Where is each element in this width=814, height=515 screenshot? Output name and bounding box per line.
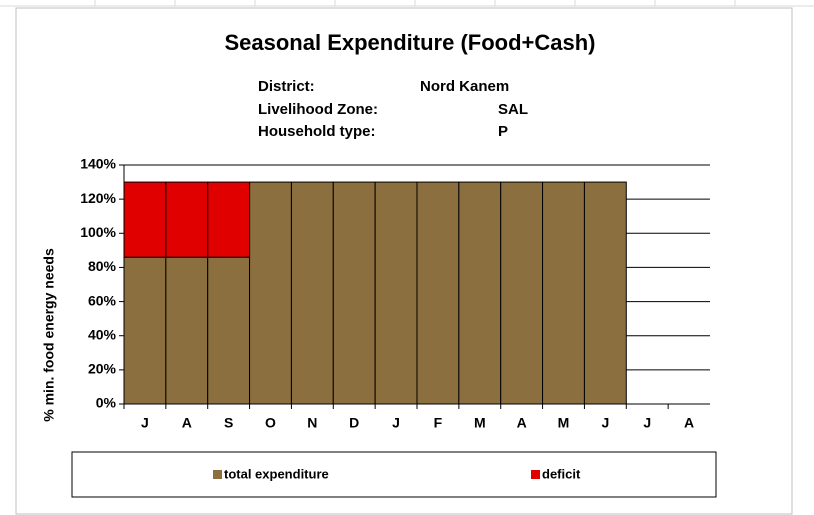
bar	[542, 181, 585, 405]
x-tick-label: F	[434, 415, 443, 431]
x-tick-label: J	[141, 415, 149, 431]
x-tick-label: O	[265, 415, 276, 431]
legend-label: deficit	[542, 466, 581, 481]
y-tick-label: 100%	[80, 224, 116, 240]
x-tick-label: D	[349, 415, 359, 431]
x-tick-label: J	[601, 415, 609, 431]
bar	[207, 256, 251, 405]
bar	[374, 181, 418, 405]
y-tick-label: 20%	[88, 361, 117, 377]
y-tick-label: 0%	[96, 395, 117, 411]
bar	[249, 181, 292, 405]
bar	[500, 181, 544, 405]
y-tick-label: 40%	[88, 326, 117, 342]
subtitle-label: Livelihood Zone:	[258, 101, 378, 118]
bar	[165, 181, 209, 258]
bar	[165, 256, 209, 405]
legend	[71, 451, 717, 498]
x-tick-label: N	[307, 415, 317, 431]
x-tick-label: A	[182, 415, 192, 431]
subtitle-label: District:	[258, 78, 315, 95]
subtitle-value: Nord Kanem	[420, 78, 509, 95]
x-tick-label: M	[558, 415, 570, 431]
x-tick-label: A	[684, 415, 694, 431]
x-tick-label: J	[643, 415, 651, 431]
bar	[458, 181, 502, 405]
subtitle-value: P	[498, 123, 508, 140]
subtitle-value: SAL	[498, 101, 528, 118]
bar	[290, 181, 334, 405]
legend-swatch	[213, 470, 222, 479]
y-tick-label: 120%	[80, 190, 116, 206]
x-tick-label: J	[392, 415, 400, 431]
y-tick-label: 60%	[88, 292, 117, 308]
bar	[207, 181, 251, 258]
x-tick-label: S	[224, 415, 233, 431]
bar	[416, 181, 460, 405]
legend-swatch	[531, 470, 540, 479]
subtitle-label: Household type:	[258, 123, 376, 140]
y-axis-label: % min. food energy needs	[41, 248, 57, 422]
bar	[123, 181, 167, 258]
y-tick-label: 140%	[80, 156, 116, 172]
sheet-grid	[0, 0, 814, 7]
chart-title: Seasonal Expenditure (Food+Cash)	[224, 30, 595, 55]
bar	[332, 181, 376, 405]
bar	[123, 256, 167, 405]
y-tick-label: 80%	[88, 258, 117, 274]
bar	[583, 181, 627, 405]
x-tick-label: A	[517, 415, 527, 431]
x-tick-label: M	[474, 415, 486, 431]
legend-label: total expenditure	[224, 466, 329, 481]
